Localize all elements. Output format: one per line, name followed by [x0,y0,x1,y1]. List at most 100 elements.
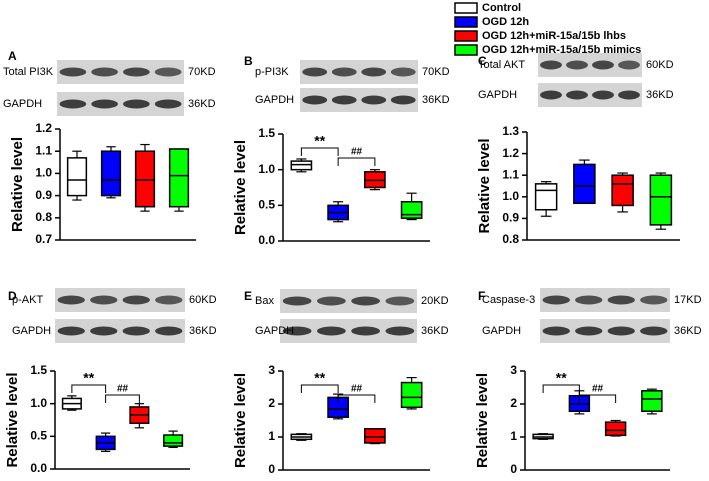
y-tick-label: 2 [268,396,275,410]
significance: ** [556,370,567,386]
panel-letter: E [244,289,252,303]
bracket [300,384,339,393]
y-tick-label: 1.5 [258,126,275,140]
blot-band [566,90,588,100]
box [134,150,156,208]
blot-band [351,326,381,336]
blot-band [361,95,387,105]
bracket [105,394,140,403]
blot-band [302,67,328,77]
panel-letter: A [8,49,17,63]
blot-band [640,326,668,336]
blot-label: p-AKT [12,294,43,306]
significance: ## [592,384,604,395]
legend-swatch [454,30,478,42]
legend-swatch [454,2,478,14]
blot-label: GAPDH [12,325,51,337]
blot-band [575,326,603,336]
blot-band [592,60,614,70]
y-tick-label: 1 [510,429,517,443]
blot-size: 36KD [674,325,702,337]
panel-letter: B [244,54,253,68]
y-axis-label: Relative level [4,372,21,467]
blot-band [385,296,415,306]
blot-band [59,99,87,109]
blot-band [123,67,150,77]
blot-band [154,99,182,109]
significance: ## [351,384,363,395]
y-axis-label: Relative level [232,140,249,235]
y-tick-label: 1.5 [30,363,47,377]
blot-band [592,90,614,100]
box [400,381,423,409]
blot-band [385,326,415,336]
y-tick-label: 1.2 [35,121,52,135]
y-tick-label: 0.0 [30,461,47,475]
blot-size: 20KD [421,295,449,307]
y-tick-label: 0.8 [502,232,519,246]
blot-band [618,90,640,100]
bracket [337,157,376,166]
blot-band [91,67,118,77]
blot-band [57,326,85,336]
y-tick-label: 1.2 [502,146,519,160]
blot-band [316,326,346,336]
y-tick-label: 0.9 [35,188,52,202]
panel-letter: C [478,54,487,68]
blot-band [154,67,182,77]
blot-band [390,67,416,77]
y-tick-label: 0.5 [30,429,47,443]
bracket [71,384,107,393]
blot-size: 70KD [422,66,450,78]
blot-band [59,67,87,77]
blot-size: 70KD [188,66,216,78]
significance: ** [314,133,325,149]
bracket [300,147,339,156]
blot-band [331,95,357,105]
blot-band [361,67,387,77]
box [168,148,190,208]
panel-letter: D [8,289,17,303]
blot-band [90,326,118,336]
y-tick-label: 0.9 [502,211,519,225]
y-tick-label: 3 [268,363,275,377]
legend-label: OGD 12h [482,16,529,28]
y-tick-label: 0.0 [258,233,275,247]
y-axis-label: Relative level [474,373,491,468]
y-tick-label: 1.0 [30,396,47,410]
box [573,163,596,205]
blot-label: GAPDH [478,89,517,101]
blot-size: 60KD [646,59,674,71]
blot-band [542,295,570,305]
blot-band [123,99,150,109]
blot-band [282,326,312,336]
bracket [578,394,617,403]
blot-band [282,296,312,306]
blot-band [566,60,588,70]
blot-band [618,60,640,70]
significance: ** [314,370,325,386]
y-tick-label: 0.7 [35,232,52,246]
bracket [542,384,580,393]
significance: ** [83,370,94,386]
blot-band [390,95,416,105]
blot-size: 17KD [674,294,702,306]
blot-size: 36KD [189,325,217,337]
blot-band [302,95,328,105]
y-tick-label: 1.3 [502,124,519,138]
y-tick-label: 1.0 [502,189,519,203]
box [604,421,627,437]
bracket [337,394,376,403]
blot-band [575,295,603,305]
box [66,157,88,197]
y-tick-label: 0 [268,462,275,476]
y-tick-label: 0 [510,462,517,476]
panel-letter: F [478,289,485,303]
y-tick-label: 0.5 [258,198,275,212]
blot-band [57,295,85,305]
legend-swatch [454,16,478,28]
blot-band [155,326,183,336]
blot-band [540,60,562,70]
blot-band [122,326,150,336]
